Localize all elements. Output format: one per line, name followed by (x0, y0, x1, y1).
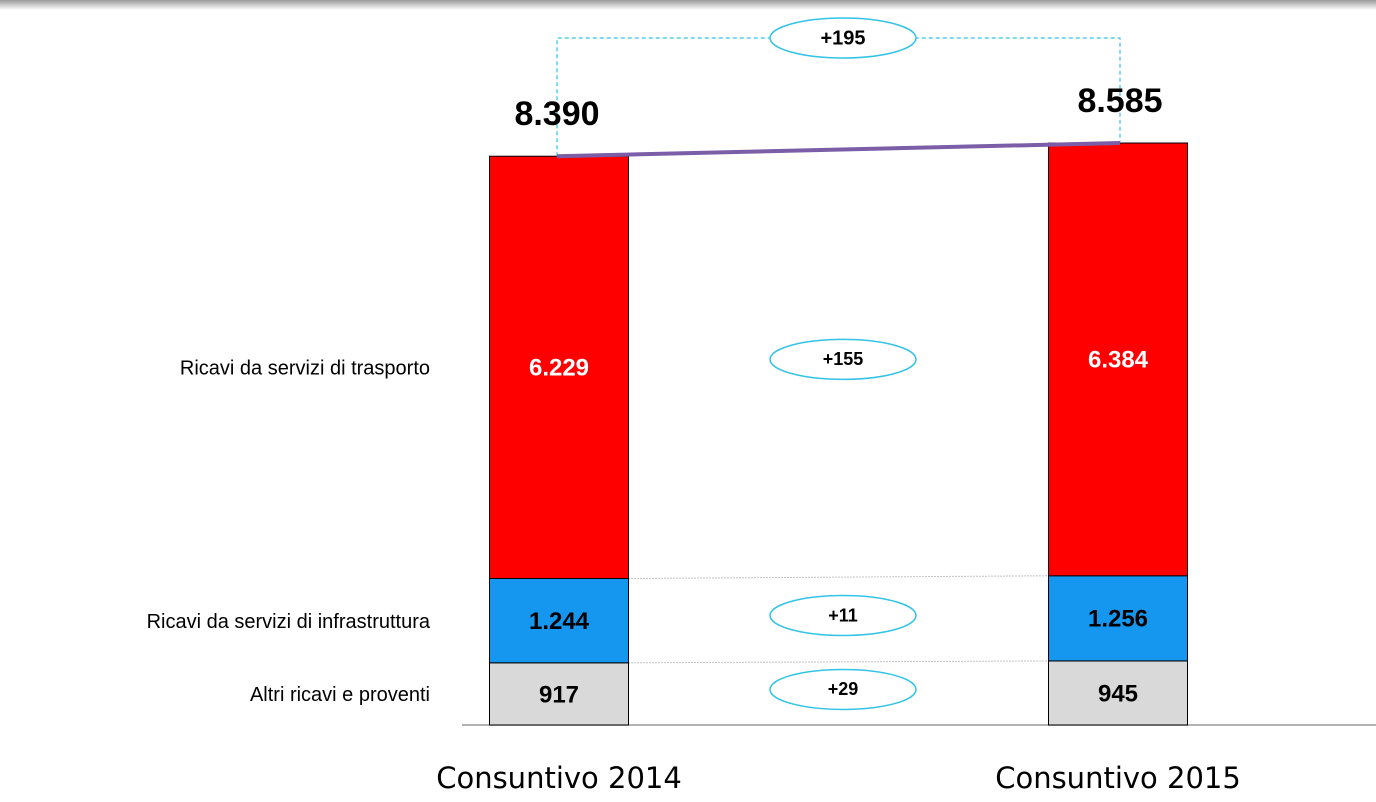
value-label: 1.244 (529, 608, 590, 635)
x-tick-label: Consuntivo 2015 (995, 761, 1241, 795)
total-line (556, 141, 1121, 159)
total-label: 8.585 (1077, 82, 1162, 120)
bar-segment (1048, 575, 1188, 662)
delta-bubble (769, 594, 917, 637)
value-label: 1.256 (1088, 606, 1148, 633)
value-label: 6.384 (1088, 347, 1149, 374)
legend-label: Altri ricavi e proventi (250, 684, 430, 706)
bar-segment (489, 155, 629, 580)
value-label: 945 (1098, 680, 1138, 707)
delta-label: +155 (823, 349, 864, 369)
delta-bubble (769, 338, 917, 381)
delta-label: +29 (828, 679, 859, 699)
bar-segment (1048, 660, 1188, 726)
boundary-line (628, 660, 1049, 664)
total-delta-bubble (769, 17, 917, 59)
bar-segment (1048, 142, 1188, 577)
value-label: 917 (539, 681, 579, 708)
legend-label: Ricavi da servizi di infrastruttura (147, 611, 431, 633)
value-label: 6.229 (529, 355, 589, 382)
boundary-line (628, 575, 1049, 580)
bar-segment (489, 578, 629, 664)
legend-label: Ricavi da servizi di trasporto (180, 358, 430, 380)
delta-bubble (769, 668, 917, 711)
total-label: 8.390 (514, 95, 599, 133)
delta-label: +11 (828, 605, 858, 625)
bar-segment (489, 662, 629, 726)
top-shade (0, 0, 1376, 10)
x-tick-label: Consuntivo 2014 (436, 761, 682, 795)
total-delta-label: +195 (820, 27, 865, 49)
